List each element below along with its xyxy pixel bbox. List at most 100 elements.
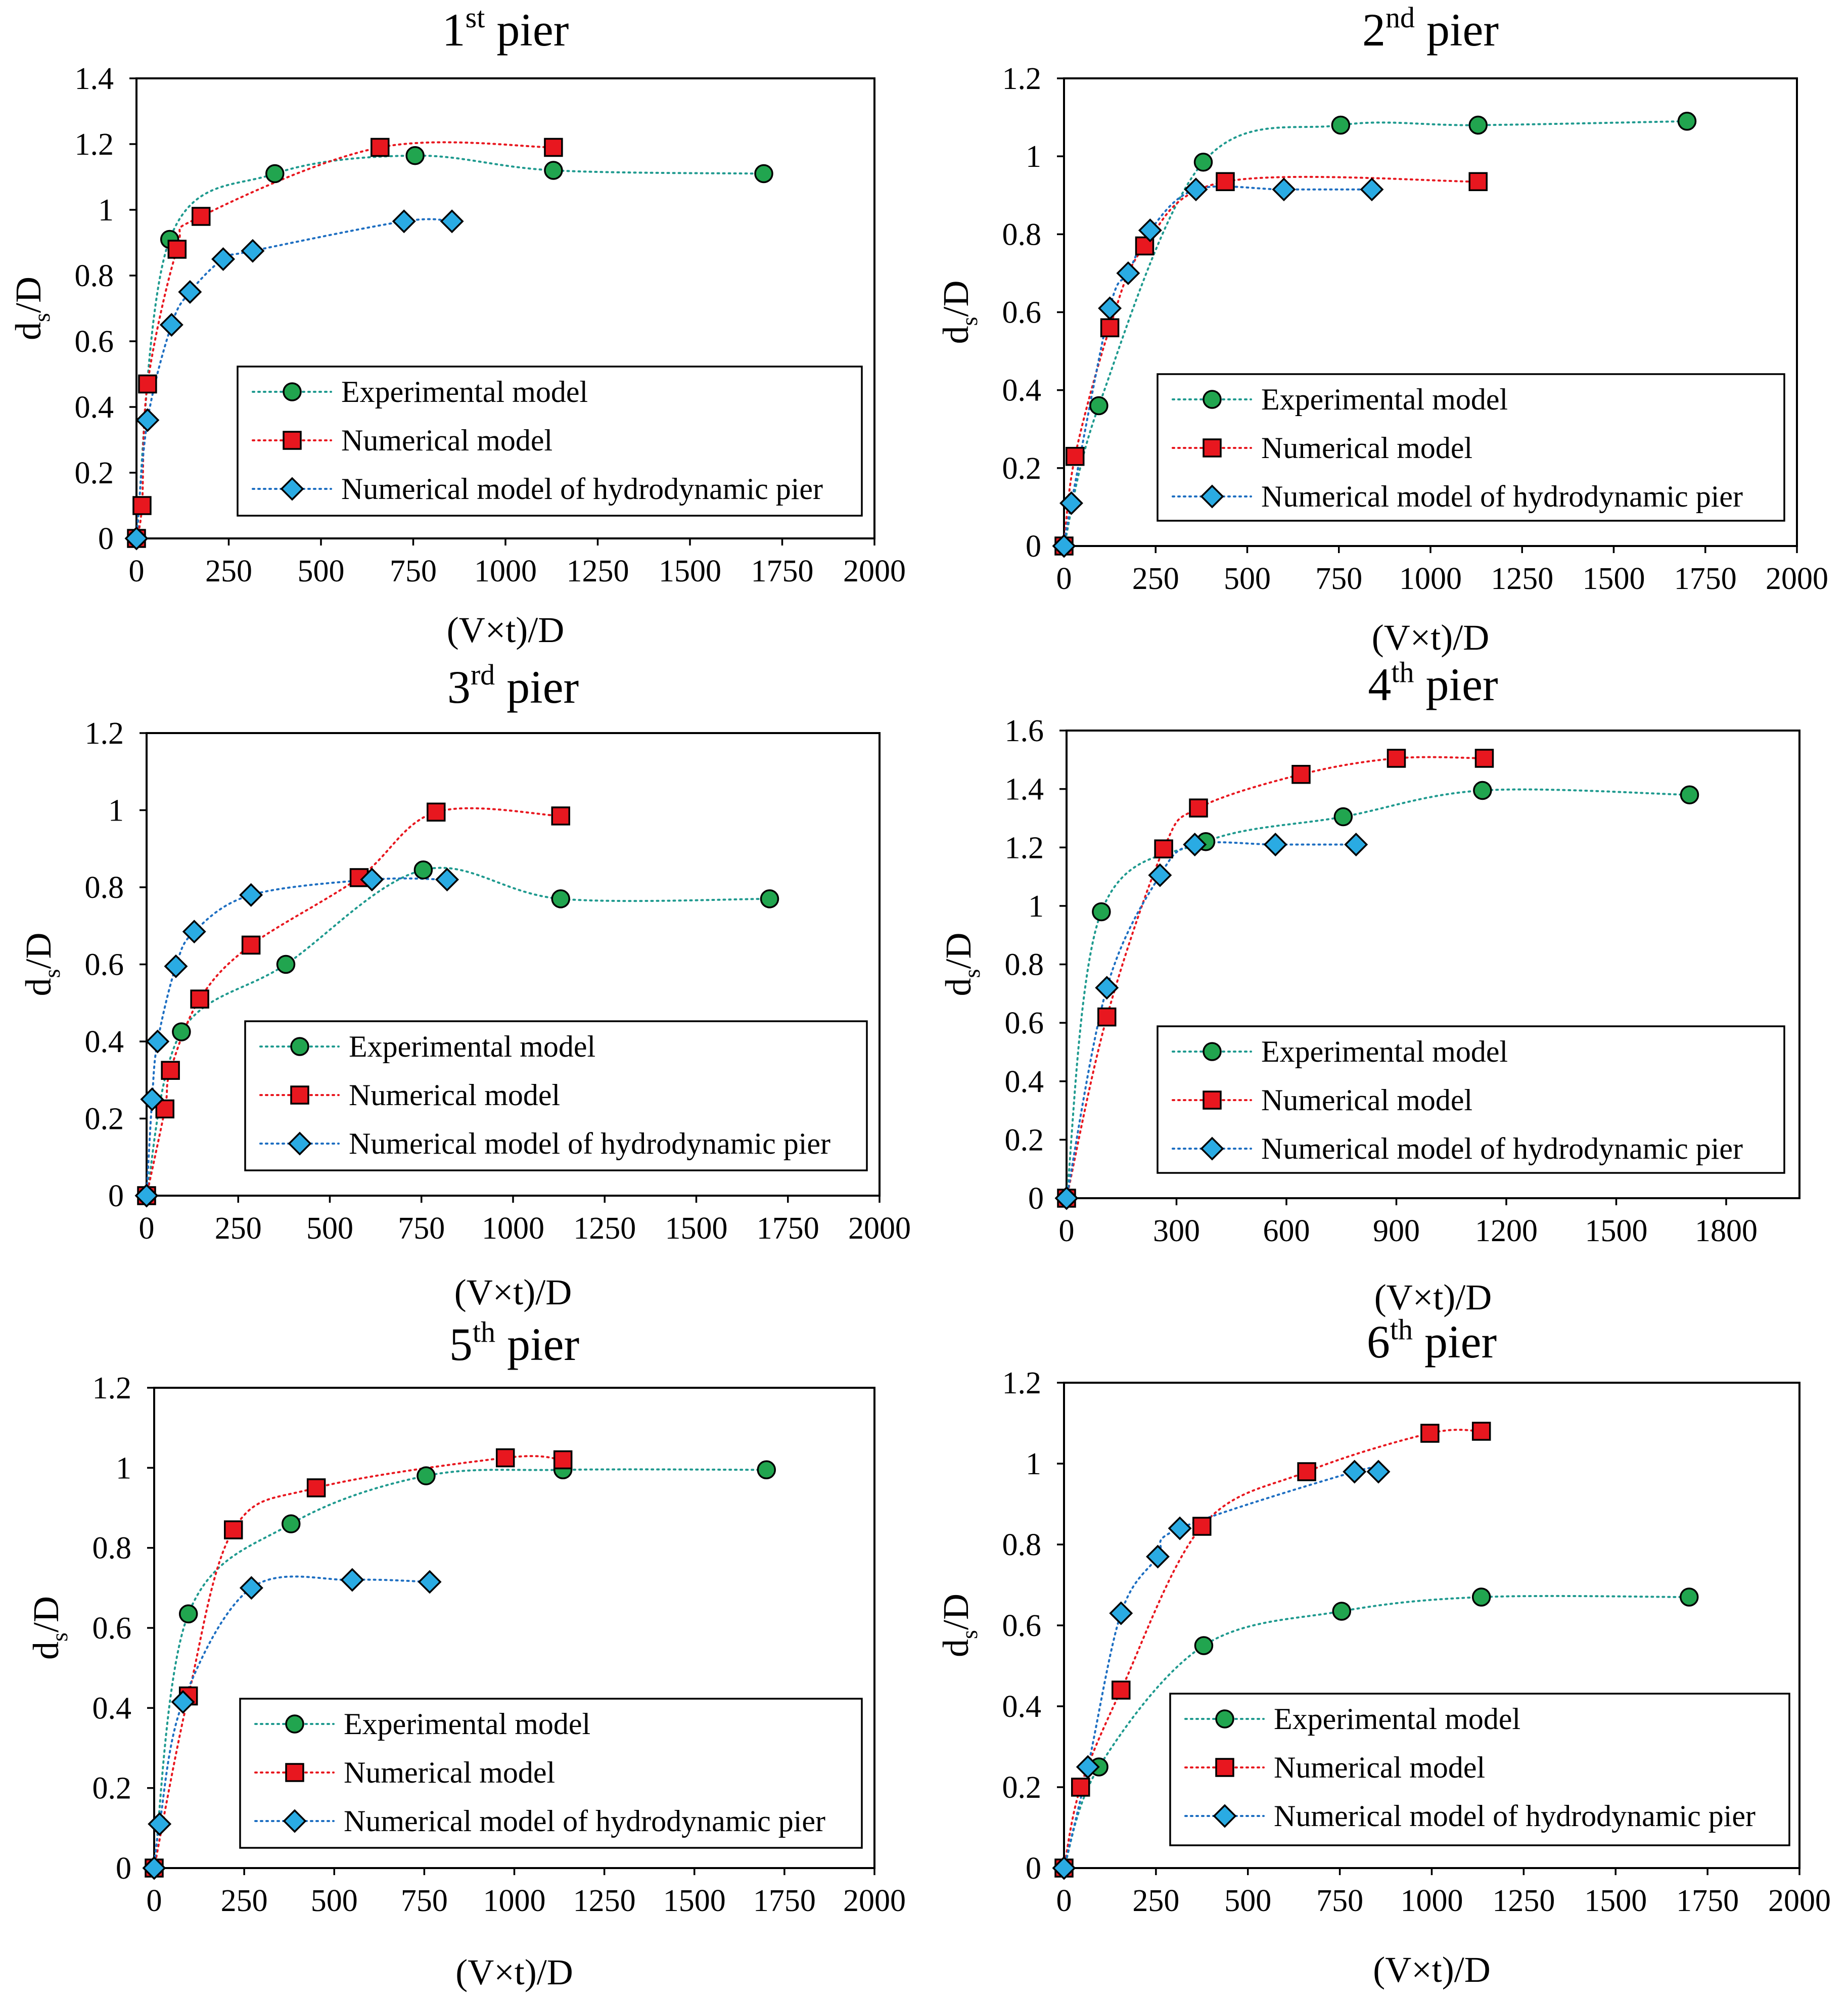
- chart-title-superscript: th: [473, 1315, 495, 1348]
- data-point-hydrodynamic: [392, 209, 416, 234]
- x-tick-label: 1200: [1475, 1214, 1538, 1248]
- data-point-hydrodynamic: [1263, 832, 1287, 856]
- legend-marker-hydrodynamic: [1200, 484, 1224, 509]
- data-point-experimental: [265, 164, 285, 184]
- data-point-numerical: [371, 138, 390, 157]
- data-point-experimental: [282, 1514, 301, 1533]
- data-point-numerical: [224, 1520, 243, 1539]
- x-tick-label: 0: [1056, 1884, 1072, 1918]
- y-axis-label-suffix: /D: [8, 277, 49, 313]
- y-tick-label: 0: [116, 1851, 131, 1886]
- data-point-hydrodynamic: [239, 1576, 263, 1600]
- y-tick-label: 0: [98, 522, 114, 556]
- data-point-hydrodynamic: [1343, 1460, 1367, 1484]
- y-tick-label: 0.8: [1002, 217, 1042, 252]
- legend-marker-experimental: [1215, 1709, 1234, 1729]
- data-point-hydrodynamic: [1183, 832, 1207, 856]
- y-axis-label-subscript: s: [29, 313, 55, 322]
- data-point-hydrodynamic: [435, 868, 459, 892]
- series-line-experimental: [1063, 120, 1688, 547]
- series-line-experimental: [1066, 788, 1691, 1199]
- data-point-experimental: [1680, 1587, 1699, 1607]
- data-point-hydrodynamic: [1098, 296, 1122, 321]
- x-tick-label: 250: [1132, 1884, 1179, 1918]
- legend-box: [1157, 1025, 1785, 1174]
- legend-marker-numerical: [290, 1085, 309, 1105]
- y-tick-label: 0: [108, 1179, 124, 1213]
- y-tick-label: 0.8: [1005, 948, 1044, 982]
- legend-label-experimental: Experimental model: [349, 1030, 595, 1063]
- x-tick-label: 2000: [1766, 562, 1828, 596]
- x-tick-label: 2000: [843, 1884, 906, 1918]
- legend-marker-hydrodynamic: [280, 477, 304, 501]
- x-tick-label: 500: [311, 1884, 358, 1918]
- chart-title-superscript: th: [1391, 656, 1414, 689]
- data-point-hydrodynamic: [171, 1690, 195, 1714]
- x-tick-label: 2000: [843, 554, 906, 588]
- x-tick-label: 1750: [757, 1211, 819, 1246]
- x-tick-label: 1000: [483, 1884, 546, 1918]
- data-point-hydrodynamic: [1168, 1516, 1192, 1540]
- data-point-hydrodynamic: [241, 239, 265, 263]
- data-point-numerical: [132, 496, 152, 515]
- x-tick-label: 1500: [659, 554, 721, 588]
- legend-box: [1169, 1693, 1790, 1846]
- chart-panel-3: 3rd pier 0 250 500 750 1000 1250 1500 1750 2000 0 0…: [18, 658, 911, 1312]
- x-tick-label: 1000: [1401, 1884, 1463, 1918]
- y-tick-label: 0.2: [1002, 1770, 1042, 1805]
- legend-label-hydrodynamic: Numerical model of hydrodynamic pier: [1261, 1132, 1743, 1165]
- legend-marker-experimental: [283, 382, 302, 401]
- data-point-hydrodynamic: [1052, 534, 1076, 558]
- chart-title: 4th pier: [1368, 656, 1498, 710]
- data-point-experimental: [178, 1604, 198, 1624]
- chart-panel-4: 4th pier 0 300 600 900 1200 1500 1800 0 0.2 0.4 0.6…: [938, 656, 1800, 1317]
- y-tick-label: 0.6: [1002, 296, 1042, 330]
- legend-box: [239, 1698, 863, 1849]
- y-tick-label: 0.8: [1002, 1528, 1042, 1562]
- y-tick-label: 1: [108, 794, 124, 828]
- legend-label-numerical: Numerical model: [349, 1078, 560, 1112]
- y-tick-label: 0.4: [1002, 1690, 1042, 1724]
- legend-marker-hydrodynamic: [283, 1809, 307, 1833]
- series-line-numerical: [135, 141, 555, 539]
- legend-label-numerical: Numerical model: [1274, 1751, 1485, 1784]
- data-point-hydrodynamic: [146, 1029, 170, 1054]
- chart-title-superscript: st: [466, 1, 485, 34]
- y-tick-label: 0.6: [1002, 1609, 1042, 1643]
- data-point-numerical: [306, 1478, 326, 1497]
- legend-marker-experimental: [1203, 1042, 1222, 1061]
- chart-title-number: 1: [442, 4, 466, 56]
- legend-label-numerical: Numerical model: [1261, 431, 1472, 465]
- x-tick-label: 250: [215, 1211, 262, 1246]
- y-tick-label: 0.6: [85, 948, 124, 982]
- data-point-experimental: [413, 860, 433, 880]
- legend-label-experimental: Experimental model: [1274, 1702, 1520, 1736]
- x-tick-label: 1250: [567, 554, 629, 588]
- y-tick-label: 0.4: [93, 1691, 132, 1725]
- x-tick-label: 300: [1153, 1214, 1200, 1248]
- y-tick-label: 0.4: [1002, 374, 1042, 408]
- x-tick-label: 1800: [1695, 1214, 1758, 1248]
- x-tick-label: 750: [401, 1884, 448, 1918]
- data-point-experimental: [760, 889, 779, 908]
- data-point-numerical: [138, 374, 157, 394]
- legend-label-experimental: Experimental model: [344, 1707, 590, 1741]
- data-point-numerical: [241, 935, 261, 955]
- x-tick-label: 1750: [1674, 562, 1737, 596]
- y-axis-label-subscript: s: [47, 1632, 72, 1642]
- legend-marker-numerical: [285, 1763, 304, 1782]
- series-line-experimental: [135, 154, 765, 539]
- y-tick-label: 0.6: [75, 325, 114, 359]
- series-line-experimental: [153, 1468, 768, 1869]
- y-tick-label: 1: [1028, 889, 1044, 924]
- chart-title: 3rd pier: [447, 658, 579, 713]
- data-point-numerical: [1474, 749, 1494, 768]
- legend-box: [1157, 373, 1785, 522]
- y-tick-label: 0.6: [1005, 1006, 1044, 1040]
- chart-title-suffix: pier: [485, 4, 569, 56]
- data-point-hydrodynamic: [1184, 177, 1208, 202]
- legend-label-hydrodynamic: Numerical model of hydrodynamic pier: [1274, 1799, 1755, 1833]
- y-tick-label: 0.2: [75, 456, 114, 490]
- data-point-numerical: [1387, 749, 1406, 768]
